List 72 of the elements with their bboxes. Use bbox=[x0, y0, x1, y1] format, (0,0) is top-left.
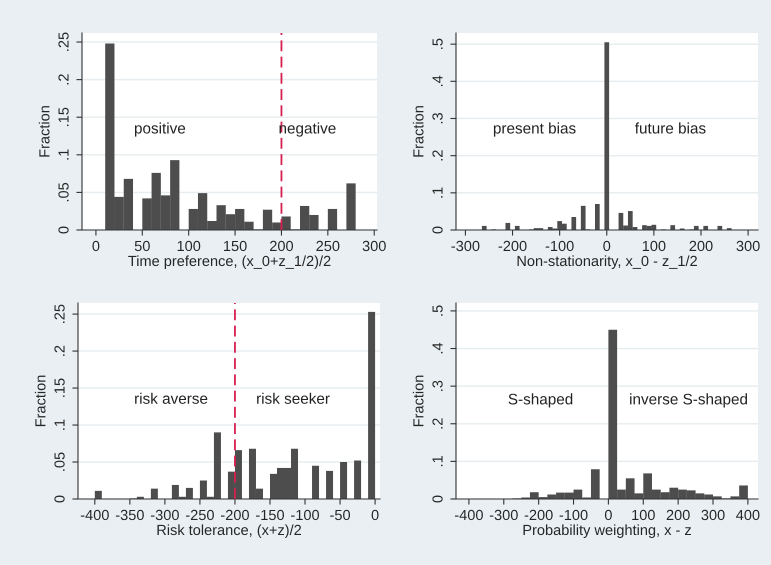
y-tick-label: .4 bbox=[432, 342, 443, 354]
x-tick-label: 200 bbox=[270, 240, 294, 252]
annotation: positive bbox=[134, 122, 186, 137]
y-tick-label: .05 bbox=[58, 182, 69, 202]
y-axis-title: Fraction bbox=[412, 106, 424, 157]
y-tick-label: .15 bbox=[58, 108, 69, 126]
x-tick-label: 200 bbox=[666, 510, 690, 520]
x-tick-label: -300 bbox=[150, 510, 179, 520]
y-tick-label: 0 bbox=[432, 226, 443, 234]
y-axis-title: Fraction bbox=[34, 376, 46, 426]
x-tick-label: -300 bbox=[490, 510, 518, 520]
y-tick-label: .5 bbox=[432, 305, 443, 316]
x-tick-label: -250 bbox=[186, 510, 214, 520]
annotation: risk averse bbox=[135, 392, 208, 404]
x-tick-label: -300 bbox=[451, 240, 480, 252]
x-tick-label: 300 bbox=[362, 240, 386, 252]
x-tick-label: 250 bbox=[316, 240, 340, 252]
x-tick-label: 100 bbox=[178, 240, 200, 252]
y-tick-label: .1 bbox=[58, 149, 69, 160]
y-tick-label: .1 bbox=[432, 187, 443, 198]
y-tick-label: .5 bbox=[432, 38, 443, 49]
x-tick-label: -200 bbox=[524, 510, 553, 520]
annotation: S-shaped bbox=[508, 393, 572, 408]
x-tick-label: -200 bbox=[221, 510, 249, 520]
y-tick-label: .2 bbox=[58, 74, 69, 84]
y-tick-label: .05 bbox=[54, 452, 65, 471]
y-tick-label: .25 bbox=[58, 32, 69, 51]
x-tick-label: -100 bbox=[546, 240, 574, 252]
x-tick-label: -350 bbox=[116, 510, 144, 520]
x-tick-label: -400 bbox=[454, 510, 483, 520]
x-tick-label: 50 bbox=[134, 240, 150, 252]
y-tick-label: .3 bbox=[432, 113, 443, 124]
y-tick-label: .15 bbox=[54, 378, 65, 397]
x-tick-label: -50 bbox=[330, 510, 350, 520]
annotation: inverse S-shaped bbox=[630, 393, 748, 408]
y-tick-label: .4 bbox=[432, 76, 443, 86]
x-tick-label: 300 bbox=[701, 510, 725, 520]
x-tick-label: -100 bbox=[291, 510, 320, 520]
x-axis-title: Non-stationarity, x_0 - z_1/2 bbox=[518, 255, 697, 269]
annotation: present bias bbox=[494, 122, 576, 137]
y-tick-label: 0 bbox=[58, 226, 69, 234]
x-axis-title: Risk tolerance, (x+z)/2 bbox=[157, 524, 302, 538]
annotation: negative bbox=[280, 122, 336, 137]
y-tick-label: .2 bbox=[432, 418, 443, 429]
annotation: future bias bbox=[634, 122, 706, 134]
x-tick-label: -100 bbox=[560, 510, 588, 520]
y-tick-label: .1 bbox=[432, 456, 443, 466]
y-tick-label: .2 bbox=[432, 150, 443, 160]
x-tick-label: 0 bbox=[604, 510, 612, 520]
y-axis-title: Fraction bbox=[38, 106, 50, 157]
y-tick-label: 0 bbox=[432, 496, 443, 502]
x-tick-label: 200 bbox=[690, 240, 713, 252]
x-tick-label: 100 bbox=[642, 240, 666, 252]
x-axis-title: Time preference, (x_0+z_1/2)/2 bbox=[128, 255, 330, 269]
x-axis-title: Probability weighting, x - z bbox=[524, 524, 691, 538]
y-tick-label: .25 bbox=[54, 304, 65, 323]
y-tick-label: .1 bbox=[54, 420, 65, 430]
y-axis-title: Fraction bbox=[412, 376, 424, 426]
x-tick-label: 0 bbox=[372, 510, 379, 520]
y-tick-label: 0 bbox=[54, 496, 65, 502]
x-tick-label: 150 bbox=[224, 240, 247, 252]
x-tick-label: 100 bbox=[632, 510, 655, 520]
x-tick-label: -150 bbox=[256, 510, 284, 520]
x-tick-label: 300 bbox=[736, 240, 760, 252]
x-tick-label: 400 bbox=[736, 510, 760, 520]
x-tick-label: 0 bbox=[92, 240, 100, 252]
y-tick-label: .3 bbox=[432, 380, 443, 391]
annotation: risk seeker bbox=[257, 392, 330, 404]
x-tick-label: -400 bbox=[80, 510, 109, 520]
x-tick-label: -200 bbox=[498, 240, 527, 252]
x-tick-label: 0 bbox=[603, 240, 610, 252]
y-tick-label: .2 bbox=[54, 346, 65, 356]
